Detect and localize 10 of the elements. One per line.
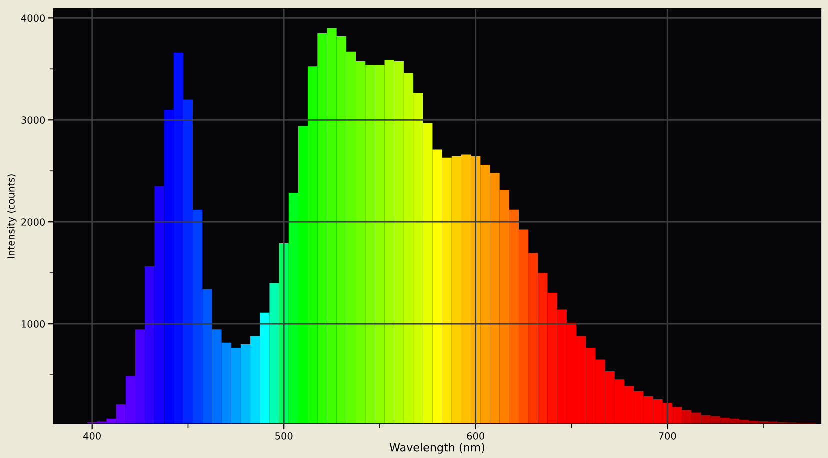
x-axis-title: Wavelength (nm)	[390, 443, 485, 454]
x-tick-label: 700	[659, 432, 676, 440]
x-tick-label: 400	[84, 432, 101, 440]
y-tick-label: 1000	[22, 320, 46, 328]
y-tick-label: 4000	[21, 14, 46, 22]
y-tick-label: 3000	[22, 116, 46, 124]
y-tick-label: 2000	[22, 218, 46, 226]
x-tick-label: 500	[276, 432, 293, 440]
y-axis-title: Intensity (counts)	[7, 174, 17, 258]
x-tick-label: 600	[467, 432, 484, 440]
